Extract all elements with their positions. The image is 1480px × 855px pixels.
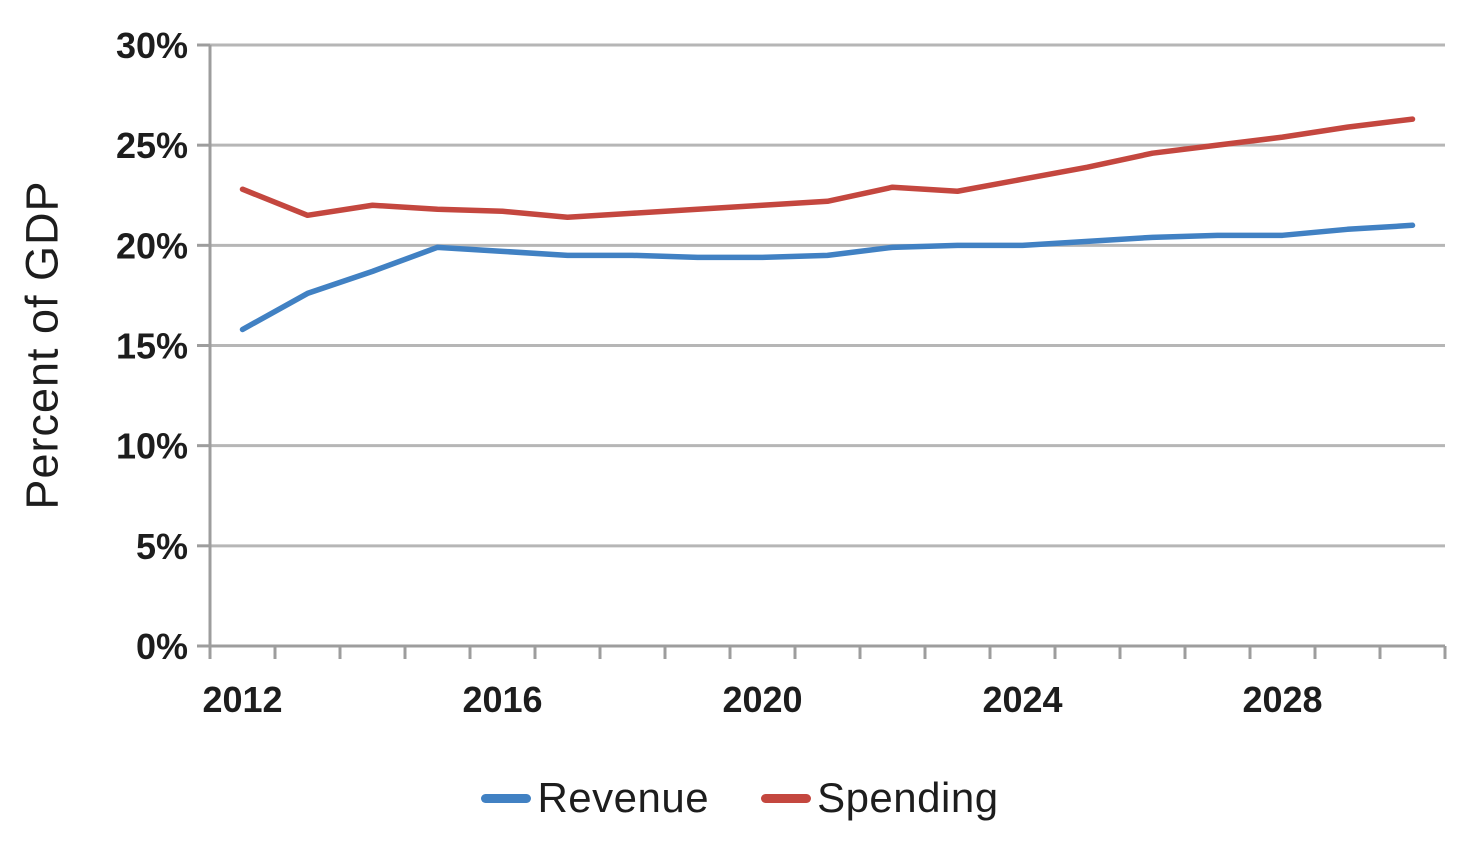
y-tick-label: 10% — [116, 426, 188, 467]
legend-item-spending: Spending — [761, 768, 999, 828]
y-tick-label: 20% — [116, 225, 188, 266]
series-line-spending — [239, 116, 1416, 221]
chart-canvas: 0%5%10%15%20%25%30%2012 2016 2020 2024 2028 … — [17, 25, 1447, 720]
legend-label-spending: Spending — [817, 774, 999, 821]
axes-group — [197, 45, 1445, 648]
y-tick-label: 5% — [136, 526, 188, 567]
y-tick-label: 25% — [116, 125, 188, 166]
series-line-revenue — [239, 222, 1416, 333]
x-tick-label: 2020 — [722, 679, 802, 720]
revenue-line-swatch-icon — [481, 793, 532, 803]
x-tick-label: 2024 — [982, 679, 1062, 720]
x-tick-label: 2028 — [1242, 679, 1322, 720]
x-tick-label: 2016 — [462, 679, 542, 720]
legend-label-revenue: Revenue — [537, 774, 710, 821]
series-lines-group — [239, 116, 1416, 333]
spending-line-swatch-icon — [761, 793, 812, 803]
gridlines-group — [210, 43, 1445, 648]
y-axis-title: Percent of GDP — [17, 180, 68, 509]
tick-labels-group: 0% 5% 10% 15% 20% 25% 30% 2012 2016 2020 2024 2028 — [116, 25, 1323, 720]
y-tick-label: 0% — [136, 626, 188, 667]
axis-ticks-group — [197, 43, 1447, 659]
x-tick-label: 2012 — [202, 679, 282, 720]
y-tick-label: 30% — [116, 25, 188, 66]
legend: Revenue Spending — [0, 768, 1480, 828]
legend-item-revenue: Revenue — [481, 768, 709, 828]
y-tick-label: 15% — [116, 326, 188, 367]
